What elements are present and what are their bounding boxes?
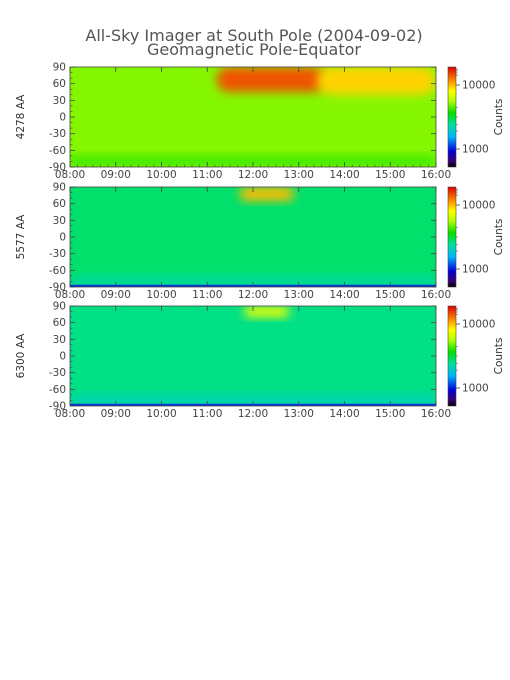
x-tick-label: 16:00 bbox=[421, 169, 451, 181]
x-tick-label: 14:00 bbox=[329, 408, 359, 420]
heatmap-low-lat-band bbox=[70, 275, 436, 287]
x-tick-label: 09:00 bbox=[101, 289, 131, 301]
auroral-feature-1 bbox=[216, 67, 327, 92]
x-tick-label: 15:00 bbox=[375, 408, 405, 420]
x-tick-label: 10:00 bbox=[146, 408, 176, 420]
x-tick-label: 11:00 bbox=[192, 289, 222, 301]
colorbar bbox=[447, 305, 457, 407]
y-tick-label: 30 bbox=[53, 334, 66, 346]
x-tick-label: 08:00 bbox=[55, 169, 85, 181]
x-tick-label: 10:00 bbox=[146, 289, 176, 301]
x-tick-label: 11:00 bbox=[192, 169, 222, 181]
y-tick-label: 60 bbox=[53, 198, 66, 210]
x-tick-label: 08:00 bbox=[55, 289, 85, 301]
y-tick-label: 60 bbox=[53, 317, 66, 329]
colorbar-label: Counts bbox=[493, 99, 505, 136]
colorbar bbox=[447, 186, 457, 288]
y-tick-label: -90 bbox=[49, 401, 66, 413]
y-tick-label: 30 bbox=[53, 215, 66, 227]
chart-subtitle: Geomagnetic Pole-Equator bbox=[147, 40, 361, 59]
x-tick-label: 12:00 bbox=[238, 169, 268, 181]
colorbar-tick-label: 10000 bbox=[462, 319, 495, 331]
y-tick-label: 30 bbox=[53, 95, 66, 107]
x-tick-label: 13:00 bbox=[284, 408, 314, 420]
x-tick-label: 13:00 bbox=[284, 289, 314, 301]
colorbar bbox=[447, 66, 457, 168]
x-tick-label: 15:00 bbox=[375, 169, 405, 181]
y-tick-label: -60 bbox=[49, 265, 66, 277]
panel-ylabel: 4278 AA bbox=[15, 94, 27, 140]
y-tick-label: 0 bbox=[59, 112, 66, 124]
x-tick-label: 09:00 bbox=[101, 408, 131, 420]
heatmap-2 bbox=[70, 187, 436, 287]
y-tick-label: -90 bbox=[49, 162, 66, 174]
y-tick-label: 90 bbox=[53, 301, 66, 313]
y-tick-label: -30 bbox=[49, 248, 66, 260]
colorbar-tick-label: 1000 bbox=[462, 144, 489, 156]
x-tick-label: 16:00 bbox=[421, 289, 451, 301]
heatmap-1 bbox=[70, 67, 436, 167]
heatmap-3 bbox=[70, 306, 436, 406]
x-tick-label: 14:00 bbox=[329, 289, 359, 301]
y-tick-label: 0 bbox=[59, 351, 66, 363]
y-tick-label: 60 bbox=[53, 78, 66, 90]
colorbar-label: Counts bbox=[493, 338, 505, 375]
colorbar-tick-label: 1000 bbox=[462, 383, 489, 395]
x-tick-label: 14:00 bbox=[329, 169, 359, 181]
auroral-feature-1 bbox=[239, 187, 295, 201]
x-tick-label: 09:00 bbox=[101, 169, 131, 181]
heatmap-background bbox=[70, 187, 436, 287]
x-tick-label: 11:00 bbox=[192, 408, 222, 420]
colorbar-tick-label: 10000 bbox=[462, 80, 495, 92]
heatmap-low-lat-band bbox=[70, 394, 436, 406]
y-tick-label: 0 bbox=[59, 232, 66, 244]
heatmap-low-lat-band bbox=[70, 155, 436, 167]
y-tick-label: 90 bbox=[53, 182, 66, 194]
x-tick-label: 12:00 bbox=[238, 408, 268, 420]
heatmap-background bbox=[70, 306, 436, 406]
y-tick-label: 90 bbox=[53, 62, 66, 74]
auroral-feature-1 bbox=[243, 306, 290, 318]
y-tick-label: -60 bbox=[49, 384, 66, 396]
x-tick-label: 16:00 bbox=[421, 408, 451, 420]
colorbar-tick-label: 1000 bbox=[462, 264, 489, 276]
auroral-feature-2 bbox=[317, 67, 436, 95]
x-tick-label: 10:00 bbox=[146, 169, 176, 181]
colorbar-label: Counts bbox=[493, 219, 505, 256]
panel-ylabel: 6300 AA bbox=[15, 333, 27, 379]
y-tick-label: -30 bbox=[49, 367, 66, 379]
x-tick-label: 08:00 bbox=[55, 408, 85, 420]
chart-title: All-Sky Imager at South Pole (2004-09-02… bbox=[85, 26, 422, 45]
y-tick-label: -30 bbox=[49, 128, 66, 140]
colorbar-tick-label: 10000 bbox=[462, 200, 495, 212]
y-tick-label: -60 bbox=[49, 145, 66, 157]
x-tick-label: 12:00 bbox=[238, 289, 268, 301]
x-tick-label: 15:00 bbox=[375, 289, 405, 301]
y-tick-label: -90 bbox=[49, 282, 66, 294]
x-tick-label: 13:00 bbox=[284, 169, 314, 181]
panel-ylabel: 5577 AA bbox=[15, 214, 27, 260]
